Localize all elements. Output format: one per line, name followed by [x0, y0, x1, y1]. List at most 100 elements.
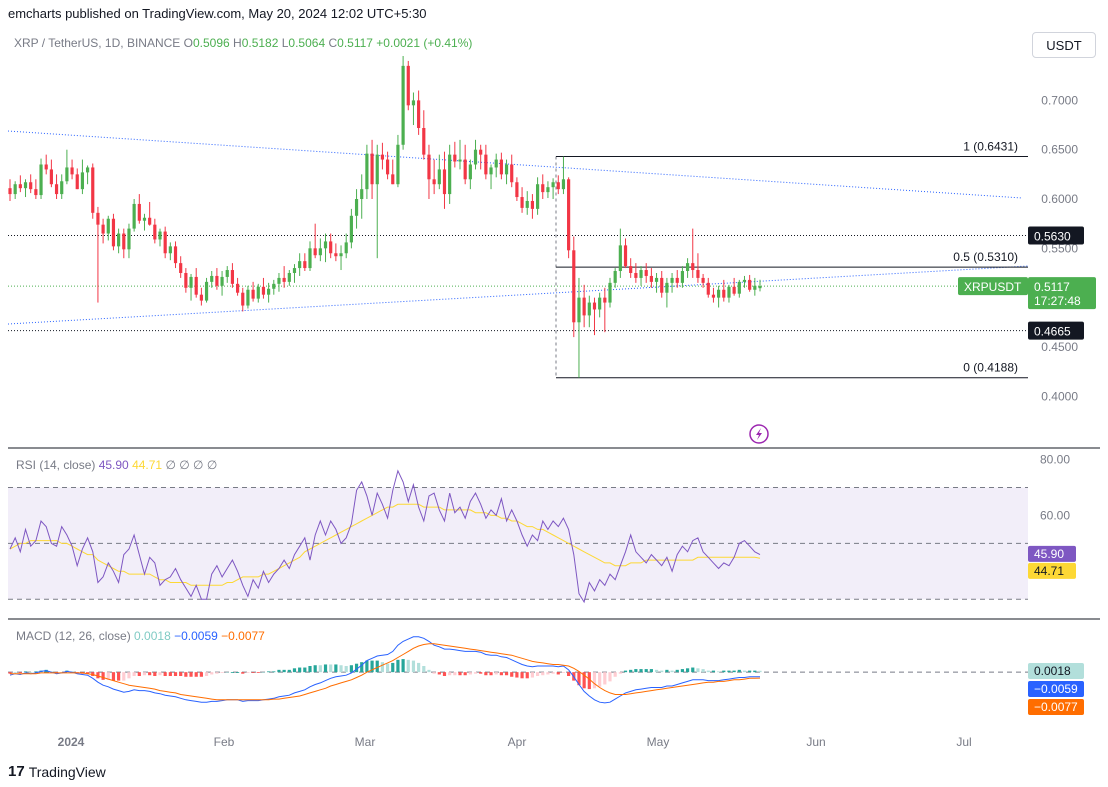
candle-body[interactable]: [484, 154, 488, 175]
candle-body[interactable]: [758, 286, 762, 289]
candle-body[interactable]: [535, 184, 540, 209]
candle-body[interactable]: [220, 276, 224, 286]
candle-body[interactable]: [696, 270, 700, 278]
candle-body[interactable]: [598, 297, 602, 310]
candle-body[interactable]: [60, 181, 64, 195]
candle-body[interactable]: [742, 279, 747, 282]
candle-body[interactable]: [442, 169, 447, 195]
candle-body[interactable]: [127, 228, 131, 250]
candle-body[interactable]: [479, 149, 483, 155]
candle-body[interactable]: [334, 253, 338, 257]
candle-body[interactable]: [567, 179, 571, 251]
candle-body[interactable]: [685, 263, 690, 272]
candle-body[interactable]: [592, 302, 597, 310]
candle-body[interactable]: [561, 179, 566, 190]
candle-body[interactable]: [349, 215, 353, 243]
candle-body[interactable]: [235, 283, 240, 293]
candle-body[interactable]: [179, 263, 183, 273]
candle-body[interactable]: [241, 292, 245, 306]
candle-body[interactable]: [329, 241, 333, 254]
candle-body[interactable]: [313, 248, 317, 256]
candle-body[interactable]: [448, 154, 452, 195]
candle-body[interactable]: [101, 224, 105, 234]
candle-body[interactable]: [246, 289, 250, 306]
candle-body[interactable]: [629, 266, 633, 273]
candle-body[interactable]: [354, 199, 359, 216]
candle-body[interactable]: [189, 276, 193, 288]
candle-body[interactable]: [225, 270, 229, 277]
candle-body[interactable]: [18, 184, 22, 189]
descending-trendline[interactable]: [8, 130, 1023, 199]
candle-body[interactable]: [489, 167, 493, 175]
candle-body[interactable]: [396, 144, 400, 185]
candle-body[interactable]: [194, 276, 198, 295]
candle-body[interactable]: [44, 164, 48, 170]
candle-body[interactable]: [360, 189, 364, 200]
candle-body[interactable]: [510, 164, 514, 183]
candle-body[interactable]: [117, 233, 121, 247]
candle-body[interactable]: [277, 277, 281, 284]
candle-body[interactable]: [468, 164, 472, 180]
candle-body[interactable]: [753, 285, 757, 290]
candle-body[interactable]: [463, 159, 467, 180]
candle-body[interactable]: [473, 149, 478, 165]
candle-body[interactable]: [298, 261, 302, 269]
candle-body[interactable]: [649, 275, 653, 282]
candle-body[interactable]: [122, 233, 126, 250]
candle-body[interactable]: [210, 275, 214, 282]
candle-body[interactable]: [215, 275, 219, 286]
candle-body[interactable]: [287, 272, 291, 282]
candle-body[interactable]: [303, 261, 307, 269]
candle-body[interactable]: [660, 277, 664, 293]
candle-body[interactable]: [163, 231, 167, 254]
tradingview-logo[interactable]: 17 TradingView: [8, 763, 106, 780]
candle-body[interactable]: [706, 282, 710, 295]
currency-button[interactable]: USDT: [1032, 32, 1096, 58]
candle-body[interactable]: [499, 159, 503, 175]
candle-body[interactable]: [422, 128, 426, 155]
candle-body[interactable]: [623, 245, 628, 267]
candle-body[interactable]: [256, 286, 260, 299]
candle-body[interactable]: [737, 281, 741, 294]
candle-body[interactable]: [494, 159, 498, 168]
candle-body[interactable]: [453, 154, 457, 162]
candle-body[interactable]: [230, 270, 235, 284]
candle-body[interactable]: [406, 65, 410, 106]
candle-body[interactable]: [39, 164, 43, 196]
candle-body[interactable]: [267, 288, 271, 295]
candle-body[interactable]: [85, 167, 90, 173]
candle-body[interactable]: [132, 203, 136, 229]
candle-body[interactable]: [148, 217, 152, 225]
candle-body[interactable]: [323, 241, 328, 249]
candle-body[interactable]: [680, 271, 685, 283]
candle-body[interactable]: [401, 65, 405, 145]
candle-body[interactable]: [318, 248, 322, 256]
candle-body[interactable]: [670, 277, 674, 283]
candle-body[interactable]: [701, 277, 705, 283]
candle-body[interactable]: [613, 271, 617, 283]
candle-body[interactable]: [608, 282, 612, 303]
candle-body[interactable]: [391, 174, 395, 185]
candle-body[interactable]: [8, 188, 12, 195]
candle-body[interactable]: [365, 153, 369, 190]
candle-body[interactable]: [551, 182, 555, 188]
candle-body[interactable]: [675, 277, 679, 283]
candle-body[interactable]: [587, 302, 591, 316]
candle-body[interactable]: [199, 294, 203, 301]
candle-body[interactable]: [639, 270, 643, 278]
candle-body[interactable]: [603, 297, 607, 303]
candle-body[interactable]: [173, 246, 178, 264]
candle-body[interactable]: [184, 272, 188, 288]
candle-body[interactable]: [292, 268, 297, 273]
candle-body[interactable]: [344, 242, 348, 254]
candle-body[interactable]: [515, 182, 519, 198]
candle-body[interactable]: [556, 182, 560, 190]
candle-body[interactable]: [691, 263, 695, 271]
candle-body[interactable]: [49, 169, 53, 185]
ascending-trendline[interactable]: [8, 265, 1029, 325]
candle-body[interactable]: [261, 286, 266, 295]
candle-body[interactable]: [80, 172, 85, 190]
candle-body[interactable]: [504, 164, 509, 175]
candle-body[interactable]: [65, 167, 69, 182]
candle-body[interactable]: [541, 184, 545, 193]
